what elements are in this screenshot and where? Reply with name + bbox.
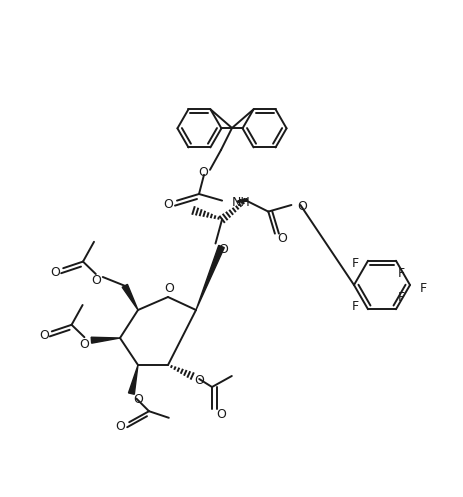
Text: O: O: [133, 393, 143, 406]
Polygon shape: [128, 365, 138, 394]
Text: F: F: [350, 257, 358, 270]
Text: O: O: [198, 166, 207, 179]
Polygon shape: [91, 337, 120, 343]
Text: O: O: [218, 243, 228, 256]
Text: O: O: [194, 374, 204, 387]
Text: F: F: [397, 267, 404, 280]
Text: O: O: [164, 282, 174, 296]
Text: O: O: [39, 329, 49, 342]
Text: O: O: [216, 408, 225, 420]
Text: O: O: [115, 419, 125, 433]
Text: O: O: [79, 337, 89, 351]
Text: O: O: [50, 266, 60, 279]
Text: NH: NH: [232, 196, 250, 209]
Text: F: F: [350, 300, 358, 313]
Text: O: O: [163, 198, 173, 211]
Text: O: O: [297, 199, 307, 213]
Text: F: F: [419, 281, 425, 295]
Polygon shape: [195, 246, 224, 310]
Text: O: O: [91, 274, 100, 287]
Text: F: F: [397, 291, 404, 304]
Text: O: O: [276, 232, 286, 245]
Polygon shape: [122, 284, 138, 310]
